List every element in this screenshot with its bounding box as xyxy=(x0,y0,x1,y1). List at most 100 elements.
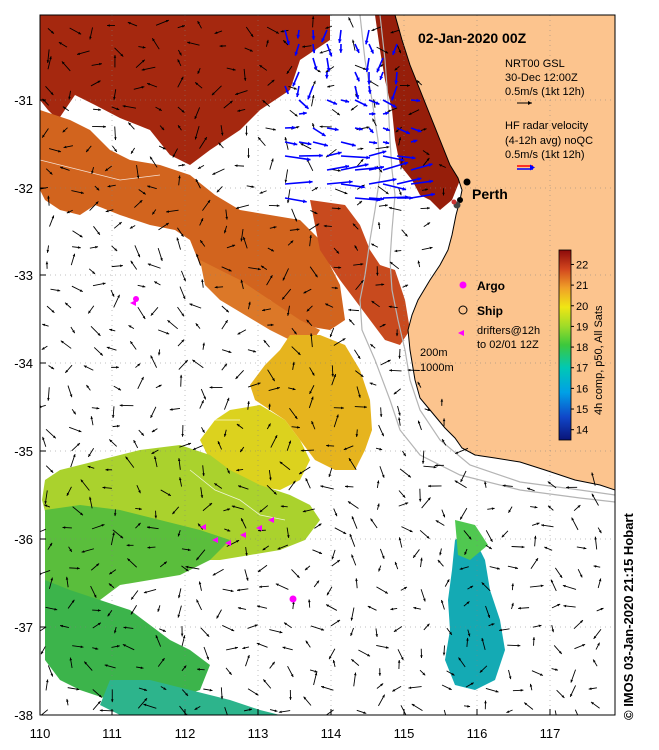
gsl-vector-head xyxy=(128,325,132,328)
gsl-vector-head xyxy=(178,477,182,481)
gsl-vector-head xyxy=(579,574,583,578)
gsl-vector-head xyxy=(439,552,442,556)
gsl-vector-head xyxy=(209,503,213,506)
gsl-vector-head xyxy=(311,396,314,400)
gsl-vector-head xyxy=(109,328,113,332)
gsl-vector-head xyxy=(544,546,548,550)
gsl-vector-head xyxy=(257,267,261,271)
gsl-vector-head xyxy=(438,164,442,167)
gsl-vector-head xyxy=(79,289,83,292)
gsl-vector-head xyxy=(65,576,69,580)
gsl-vector-head xyxy=(54,607,58,611)
gsl-legend-line: 0.5m/s (1kt 12h) xyxy=(505,86,584,98)
radar-vector xyxy=(326,180,353,185)
gsl-vector-head xyxy=(253,349,257,353)
gsl-vector-head xyxy=(260,265,264,269)
radar-vector xyxy=(410,180,434,185)
gsl-vector-head xyxy=(216,615,220,619)
gsl-vector-head xyxy=(44,501,47,504)
gsl-vector-head xyxy=(381,474,385,478)
radar-vector-head xyxy=(385,111,389,116)
gsl-vector-head xyxy=(147,263,151,266)
gsl-vector-head xyxy=(99,62,102,66)
colorbar-tick-label: 20 xyxy=(576,301,588,313)
gsl-vector-head xyxy=(266,39,269,43)
drifter-marker xyxy=(240,532,246,538)
gsl-vector-head xyxy=(200,495,204,498)
gsl-vector-head xyxy=(314,211,318,214)
gsl-vector-head xyxy=(328,474,332,478)
gsl-vector-head xyxy=(109,571,113,575)
sst-patch-southeast-teal xyxy=(445,530,505,690)
gsl-vector-head xyxy=(137,363,141,367)
gsl-vector-head xyxy=(201,400,204,404)
gsl-vector-head xyxy=(237,588,240,592)
gsl-vector-head xyxy=(302,509,306,513)
gsl-vector-head xyxy=(421,460,425,464)
gsl-vector-head xyxy=(506,710,510,713)
graticule xyxy=(40,15,615,715)
gsl-vector-head xyxy=(378,568,381,572)
gsl-vector-head xyxy=(387,359,391,363)
gsl-vector-head xyxy=(598,530,602,534)
gsl-vector-head xyxy=(93,594,97,598)
gsl-vector-head xyxy=(127,558,131,562)
gsl-vector-head xyxy=(357,355,361,359)
gsl-vector-head xyxy=(333,374,337,378)
gsl-legend-line: 30-Dec 12:00Z xyxy=(505,72,578,84)
radar-vector-head xyxy=(375,101,380,105)
gsl-vector-head xyxy=(113,96,116,100)
gsl-vector-head xyxy=(389,369,393,372)
gsl-vector-head xyxy=(98,694,102,698)
gsl-vector-head xyxy=(180,76,184,80)
gsl-vector-head xyxy=(113,513,117,517)
gsl-vector-head xyxy=(286,200,290,204)
gsl-vector-head xyxy=(241,518,244,522)
radar-vector-head xyxy=(380,165,384,170)
colorbar-label: 4h comp, p50, All Sats xyxy=(593,305,605,415)
gsl-vector-head xyxy=(96,563,100,567)
x-tick-label: 111 xyxy=(102,726,122,741)
gsl-vector-head xyxy=(481,638,484,641)
gsl-vector-head xyxy=(51,366,55,370)
gsl-vector-head xyxy=(141,59,145,63)
gsl-vector-head xyxy=(131,596,134,600)
gsl-vector-head xyxy=(262,308,266,312)
colorbar-tick-label: 17 xyxy=(576,363,588,375)
argo-marker xyxy=(289,595,297,603)
gsl-vector-head xyxy=(426,157,430,161)
y-tick-label: -36 xyxy=(14,532,33,547)
gsl-vector-head xyxy=(310,333,313,337)
gsl-vector-head xyxy=(279,461,283,465)
colorbar-tick-label: 22 xyxy=(576,259,588,271)
gsl-vector-head xyxy=(262,547,266,551)
gsl-vector-head xyxy=(116,424,120,428)
sst-patch-coast-red xyxy=(375,15,460,210)
gsl-vector-head xyxy=(141,432,144,436)
gsl-vector-head xyxy=(99,352,103,356)
gsl-vector-head xyxy=(541,524,545,527)
radar-scale-arrowhead xyxy=(530,164,535,171)
gsl-vector-head xyxy=(169,408,173,411)
gsl-vector-head xyxy=(332,659,336,663)
gsl-vector-head xyxy=(202,473,205,477)
gsl-vector-head xyxy=(142,45,146,49)
gsl-vector-head xyxy=(226,397,230,401)
radar-vector xyxy=(340,183,365,189)
gsl-vector-head xyxy=(306,319,310,323)
gsl-vector-head xyxy=(381,433,384,437)
gsl-vector-head xyxy=(470,682,474,686)
gsl-vector-head xyxy=(107,613,111,617)
gsl-vector-head xyxy=(78,429,82,433)
radar-vector-head xyxy=(306,157,311,162)
gsl-vector-head xyxy=(117,294,120,298)
gsl-vector-head xyxy=(358,394,361,398)
radar-vector-head xyxy=(307,141,312,146)
gsl-vector-head xyxy=(282,296,285,300)
radar-vector xyxy=(340,163,369,171)
gsl-vector-head xyxy=(183,278,186,282)
gsl-vector-head xyxy=(95,647,99,650)
gsl-vector-head xyxy=(240,279,244,283)
gsl-vector-head xyxy=(76,687,80,691)
gsl-vector-head xyxy=(350,107,354,111)
